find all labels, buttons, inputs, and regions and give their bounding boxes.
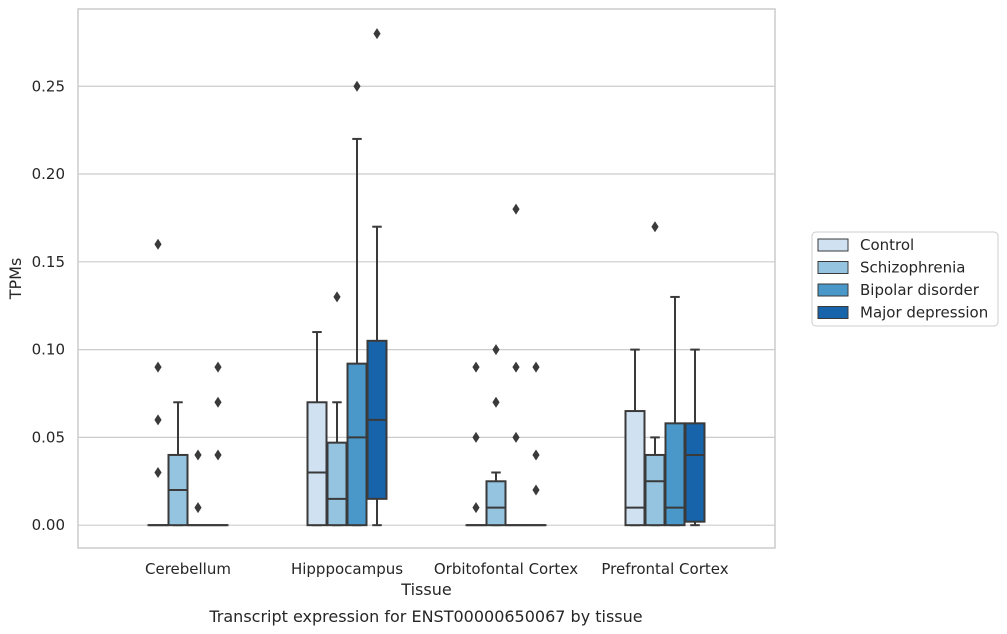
outlier-point — [651, 221, 659, 233]
y-tick-label: 0.10 — [32, 341, 65, 359]
box-bipolar-disorder — [346, 137, 368, 527]
outlier-point — [214, 361, 222, 373]
outlier-point — [154, 361, 162, 373]
box-bipolar-disorder — [664, 295, 686, 527]
y-tick-label: 0.05 — [32, 428, 65, 446]
outlier-point — [512, 361, 520, 373]
outlier-points — [154, 28, 659, 514]
outlier-point — [492, 344, 500, 356]
plot-frame — [77, 8, 776, 549]
outlier-point — [194, 449, 202, 461]
box-body — [485, 480, 507, 527]
outlier-point — [472, 502, 480, 514]
outlier-point — [373, 28, 381, 40]
y-tick-label: 0.25 — [32, 77, 65, 95]
legend: Control Schizophrenia Bipolar disorder Majo… — [811, 231, 999, 327]
box-schizophrenia — [326, 401, 348, 527]
legend-swatch — [817, 283, 849, 297]
outlier-point — [154, 414, 162, 426]
box-body — [684, 422, 706, 523]
y-tick-label: 0.15 — [32, 253, 65, 271]
outlier-point — [472, 361, 480, 373]
outlier-point — [214, 449, 222, 461]
outlier-point — [492, 396, 500, 408]
outlier-point — [333, 291, 341, 303]
outlier-point — [512, 431, 520, 443]
outlier-point — [353, 80, 361, 92]
legend-swatch — [817, 306, 849, 319]
x-tick-label: Orbitofontal Cortex — [434, 560, 578, 578]
box-body — [346, 362, 368, 527]
box-body — [306, 401, 328, 527]
y-axis-label: TPMs — [6, 258, 25, 301]
box-body — [644, 453, 666, 527]
box-control — [306, 331, 328, 527]
y-tick-label: 0.00 — [32, 516, 65, 534]
legend-frame — [811, 231, 999, 327]
legend-swatch — [817, 238, 849, 252]
box-schizophrenia — [485, 471, 507, 527]
legend-label: Major depression — [860, 304, 988, 322]
x-axis-label: Tissue — [400, 580, 451, 599]
outlier-point — [154, 238, 162, 250]
x-tick-label: Hipppocampus — [291, 560, 403, 578]
box-body — [664, 422, 686, 527]
y-tick-labels: 0.00 0.05 0.10 0.15 0.20 0.25 — [32, 77, 65, 534]
legend-label: Schizophrenia — [860, 259, 965, 277]
box-body — [326, 441, 348, 527]
outlier-point — [154, 467, 162, 479]
legend-label: Bipolar disorder — [860, 281, 980, 299]
box-schizophrenia — [167, 401, 189, 527]
chart-caption: Transcript expression for ENST0000065006… — [208, 607, 642, 626]
outlier-point — [532, 361, 540, 373]
legend-swatch — [817, 261, 849, 274]
boxes — [147, 137, 706, 527]
box-control — [624, 348, 646, 527]
y-tick-label: 0.20 — [32, 165, 65, 183]
outlier-point — [472, 431, 480, 443]
box-major-depression — [684, 348, 706, 527]
outlier-point — [532, 449, 540, 461]
legend-label: Control — [860, 236, 914, 254]
box-schizophrenia — [644, 436, 666, 527]
x-tick-labels: Cerebellum Hipppocampus Orbitofontal Corte… — [145, 560, 729, 578]
x-tick-label: Cerebellum — [145, 560, 231, 578]
outlier-point — [194, 502, 202, 514]
outlier-point — [512, 203, 520, 215]
box-major-depression — [366, 225, 388, 527]
x-tick-label: Prefrontal Cortex — [601, 560, 728, 578]
outlier-point — [532, 484, 540, 496]
outlier-point — [214, 396, 222, 408]
